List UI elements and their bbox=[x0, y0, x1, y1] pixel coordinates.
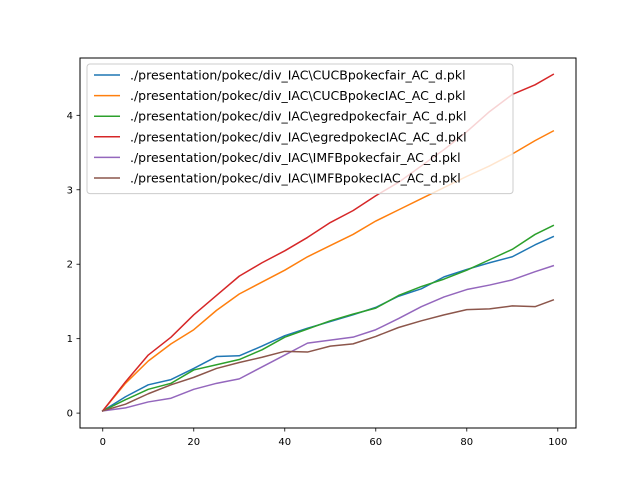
y-tick-label: 2 bbox=[67, 260, 73, 271]
x-tick-label: 100 bbox=[548, 437, 567, 448]
legend-label: ./presentation/pokec/div_IAC\CUCBpokecIA… bbox=[130, 88, 466, 103]
legend-label: ./presentation/pokec/div_IAC\IMFBpokecIA… bbox=[130, 171, 461, 186]
x-tick-label: 80 bbox=[460, 437, 473, 448]
y-tick-label: 1 bbox=[67, 334, 73, 345]
series-layer bbox=[101, 73, 555, 412]
series-line-3 bbox=[101, 224, 555, 412]
legend-label: ./presentation/pokec/div_IAC\IMFBpokecfa… bbox=[130, 150, 461, 165]
y-tick-label: 0 bbox=[67, 409, 73, 420]
legend-label: ./presentation/pokec/div_IAC\egredpokecf… bbox=[130, 109, 467, 124]
legend-label: ./presentation/pokec/div_IAC\egredpokecI… bbox=[130, 129, 467, 144]
series-line-6 bbox=[101, 298, 555, 412]
y-tick-label: 4 bbox=[67, 111, 73, 122]
x-tick-label: 0 bbox=[100, 437, 106, 448]
legend: ./presentation/pokec/div_IAC\CUCBpokecfa… bbox=[86, 63, 514, 195]
legend-label: ./presentation/pokec/div_IAC\CUCBpokecfa… bbox=[130, 68, 466, 83]
x-tick-label: 60 bbox=[369, 437, 382, 448]
x-axis: 0 20 40 60 80 100 bbox=[100, 428, 567, 448]
x-tick-label: 20 bbox=[187, 437, 200, 448]
legend-box bbox=[86, 63, 514, 195]
y-axis: 0 1 2 3 4 bbox=[67, 111, 80, 420]
x-tick-label: 40 bbox=[278, 437, 291, 448]
y-tick-label: 3 bbox=[67, 185, 73, 196]
series-line-5 bbox=[101, 264, 555, 412]
plot-frame bbox=[79, 57, 577, 429]
